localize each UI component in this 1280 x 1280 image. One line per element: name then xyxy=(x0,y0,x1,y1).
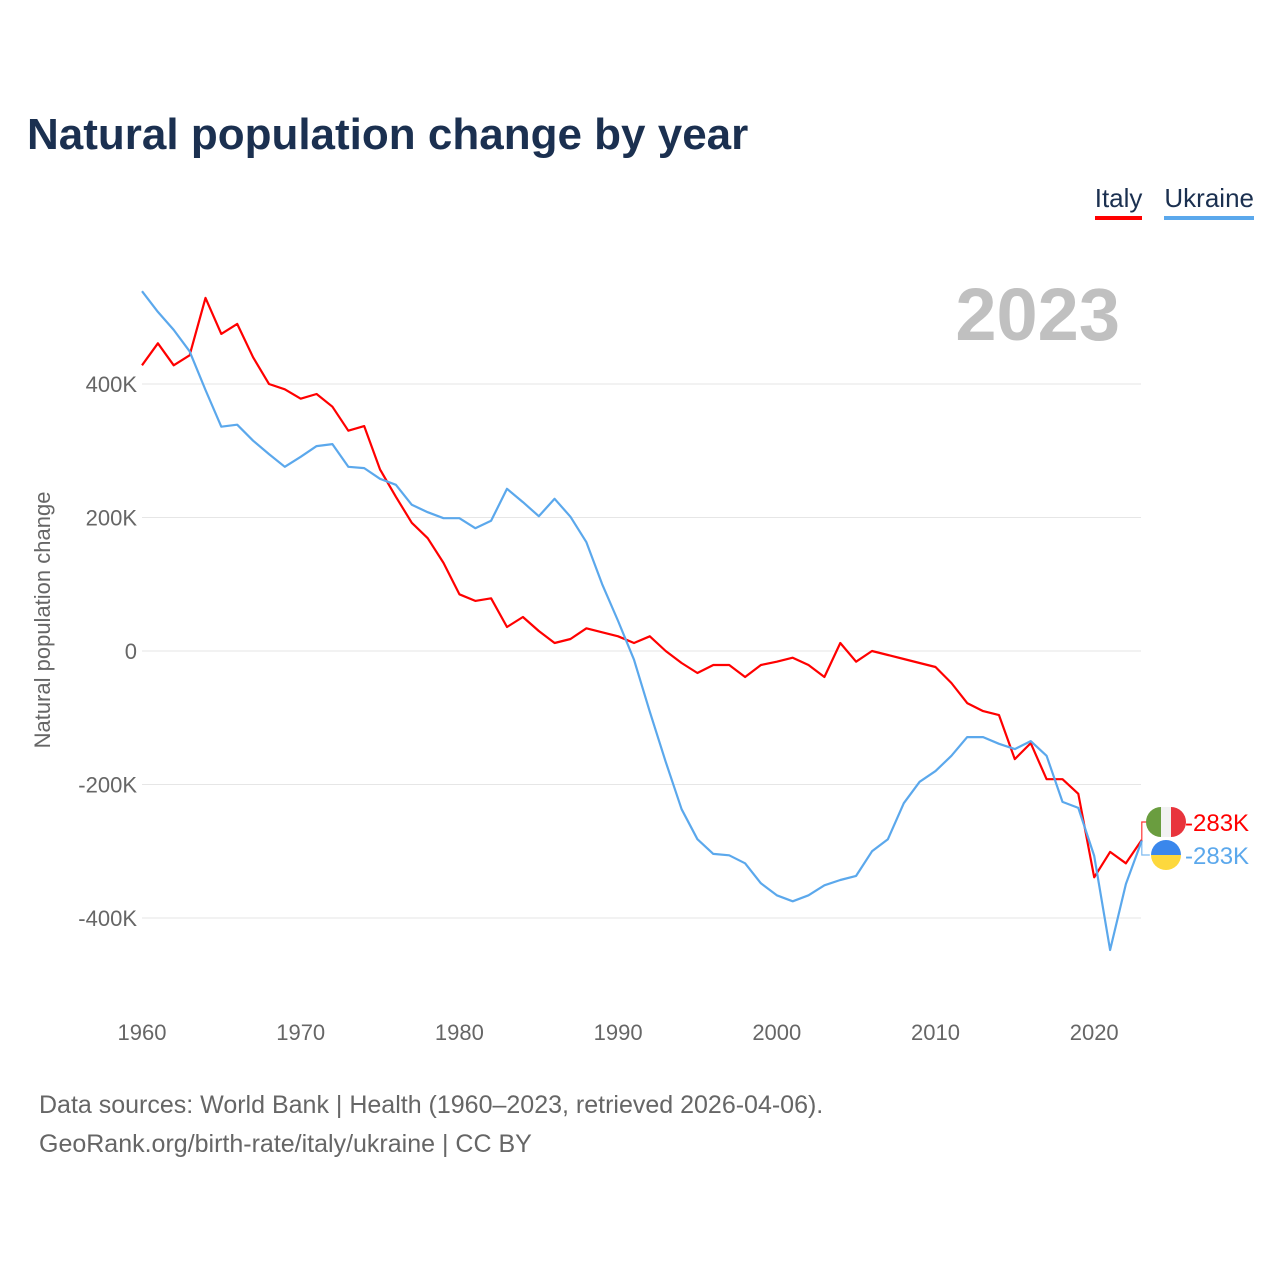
x-tick-label: 2000 xyxy=(752,1020,801,1045)
y-tick-label: 200K xyxy=(86,506,138,531)
source-link[interactable]: GeoRank.org/birth-rate/italy/ukraine | C… xyxy=(39,1130,532,1158)
y-axis-label: Natural population change xyxy=(30,492,55,749)
end-label-connector xyxy=(1141,840,1150,856)
series-line-italy xyxy=(141,296,1143,879)
x-tick-label: 1980 xyxy=(435,1020,484,1045)
y-tick-label: -200K xyxy=(78,773,137,798)
end-value-label-ukraine: -283K xyxy=(1185,843,1249,870)
y-tick-label: 400K xyxy=(86,372,138,397)
legend: Italy Ukraine xyxy=(1094,183,1254,220)
x-tick-label: 1990 xyxy=(594,1020,643,1045)
y-tick-label: 0 xyxy=(125,639,137,664)
x-tick-label: 1960 xyxy=(118,1020,167,1045)
x-tick-label: 1970 xyxy=(276,1020,325,1045)
ukraine-flag-icon xyxy=(1151,840,1181,855)
x-tick-label: 2010 xyxy=(911,1020,960,1045)
italy-flag-icon xyxy=(1146,807,1161,837)
x-tick-label: 2020 xyxy=(1070,1020,1119,1045)
legend-italy[interactable]: Italy xyxy=(1094,183,1143,220)
end-value-label-italy: -283K xyxy=(1185,810,1249,837)
page-title: Natural population change by year xyxy=(27,110,749,159)
ukraine-flag-icon xyxy=(1151,855,1181,870)
italy-flag-icon xyxy=(1161,807,1171,837)
data-sources: Data sources: World Bank | Health (1960–… xyxy=(39,1091,824,1119)
y-tick-label: -400K xyxy=(78,906,137,931)
series-line-ukraine xyxy=(141,290,1143,952)
footer: Data sources: World Bank | Health (1960–… xyxy=(39,1086,823,1164)
year-watermark: 2023 xyxy=(955,273,1120,356)
italy-flag-icon xyxy=(1171,807,1186,837)
legend-ukraine[interactable]: Ukraine xyxy=(1164,183,1254,220)
